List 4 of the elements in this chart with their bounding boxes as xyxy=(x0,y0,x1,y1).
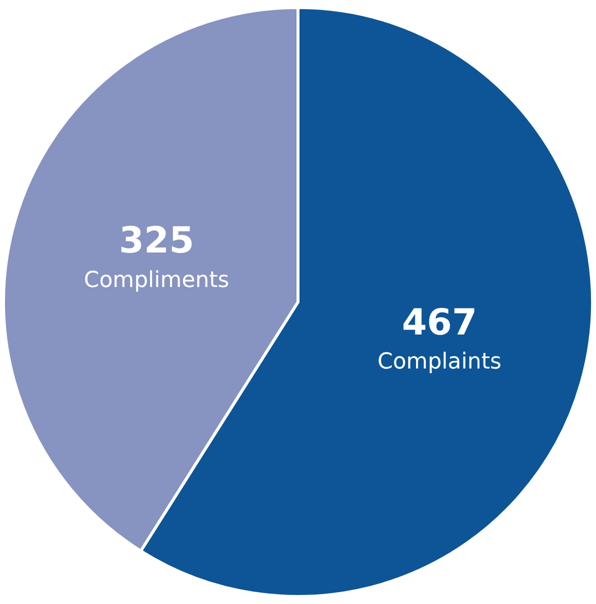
data-label: 467 xyxy=(402,302,478,344)
data-label: 325 xyxy=(118,220,194,262)
slice-label: Complaints xyxy=(377,350,502,375)
slice-label: Compliments xyxy=(84,268,230,293)
